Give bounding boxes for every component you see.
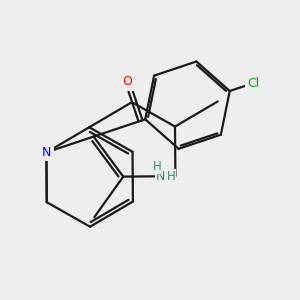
Text: H: H: [153, 160, 161, 173]
Text: N: N: [42, 146, 51, 159]
Text: O: O: [122, 75, 132, 88]
Text: Cl: Cl: [248, 76, 260, 89]
Text: S: S: [42, 146, 50, 159]
Text: N: N: [156, 170, 165, 183]
Text: H: H: [167, 170, 176, 183]
